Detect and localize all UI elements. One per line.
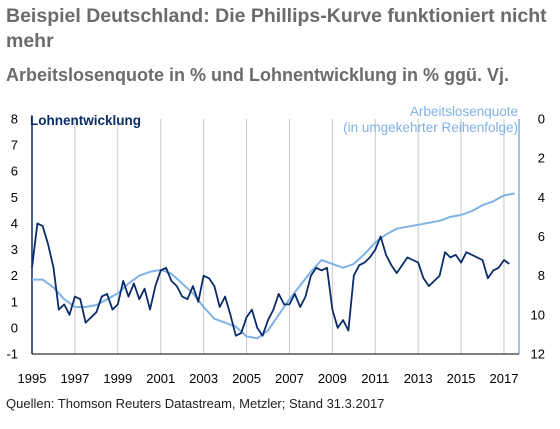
x-tick-label: 1999 — [103, 371, 132, 386]
left-tick-label: 1 — [11, 294, 18, 309]
right-tick-label: 2 — [538, 151, 545, 166]
right-tick-label: 12 — [531, 347, 545, 362]
x-tick-label: 2009 — [318, 371, 347, 386]
axes — [31, 119, 520, 355]
x-tick-label: 2013 — [404, 371, 433, 386]
left-tick-label: 8 — [11, 112, 18, 127]
left-tick-label: 0 — [11, 320, 18, 335]
x-tick-label: 2005 — [232, 371, 261, 386]
x-tick-label: 2017 — [490, 371, 519, 386]
source-note: Quellen: Thomson Reuters Datastream, Met… — [6, 396, 385, 411]
series-line-arbeitslosenquote — [32, 192, 515, 340]
left-tick-label: 3 — [11, 242, 18, 257]
right-axis-ticks: 0 2 4 6 8 10 12 — [531, 112, 545, 362]
right-tick-label: 0 — [538, 112, 545, 127]
left-tick-label: 5 — [11, 190, 18, 205]
chart-subtitle: Arbeitslosenquote in % und Lohnentwicklu… — [6, 65, 509, 85]
series-line-lohnentwicklung — [31, 222, 510, 337]
left-tick-label: -1 — [6, 347, 18, 362]
left-tick-label: 2 — [11, 268, 18, 283]
right-axis-label-line1: Arbeitslosenquote — [410, 104, 518, 119]
x-tick-label: 2003 — [189, 371, 218, 386]
x-tick-label: 2007 — [275, 371, 304, 386]
x-tick-label: 1995 — [18, 371, 47, 386]
x-tick-label: 2015 — [447, 371, 476, 386]
left-axis-label: Lohnentwicklung — [30, 113, 141, 128]
right-tick-label: 8 — [538, 268, 545, 283]
left-tick-label: 4 — [11, 216, 18, 231]
right-axis-label-line2: (in umgekehrter Reihenfolge) — [343, 120, 518, 135]
right-tick-label: 10 — [531, 307, 545, 322]
right-tick-label: 6 — [538, 229, 545, 244]
x-tick-label: 1997 — [60, 371, 89, 386]
right-tick-label: 4 — [538, 190, 545, 205]
chart-title: Beispiel Deutschland: Die Phillips-Kurve… — [6, 5, 547, 52]
left-axis-ticks: -1 0 1 2 3 4 5 6 7 8 — [6, 112, 18, 362]
series-lines — [31, 192, 515, 340]
left-tick-label: 7 — [11, 138, 18, 153]
x-tick-label: 2011 — [361, 371, 389, 386]
x-axis-ticks: 1995 1997 1999 2001 2003 2005 2007 2009 2011 2013… — [18, 371, 519, 386]
left-tick-label: 6 — [11, 164, 18, 179]
x-tick-label: 2001 — [146, 371, 175, 386]
